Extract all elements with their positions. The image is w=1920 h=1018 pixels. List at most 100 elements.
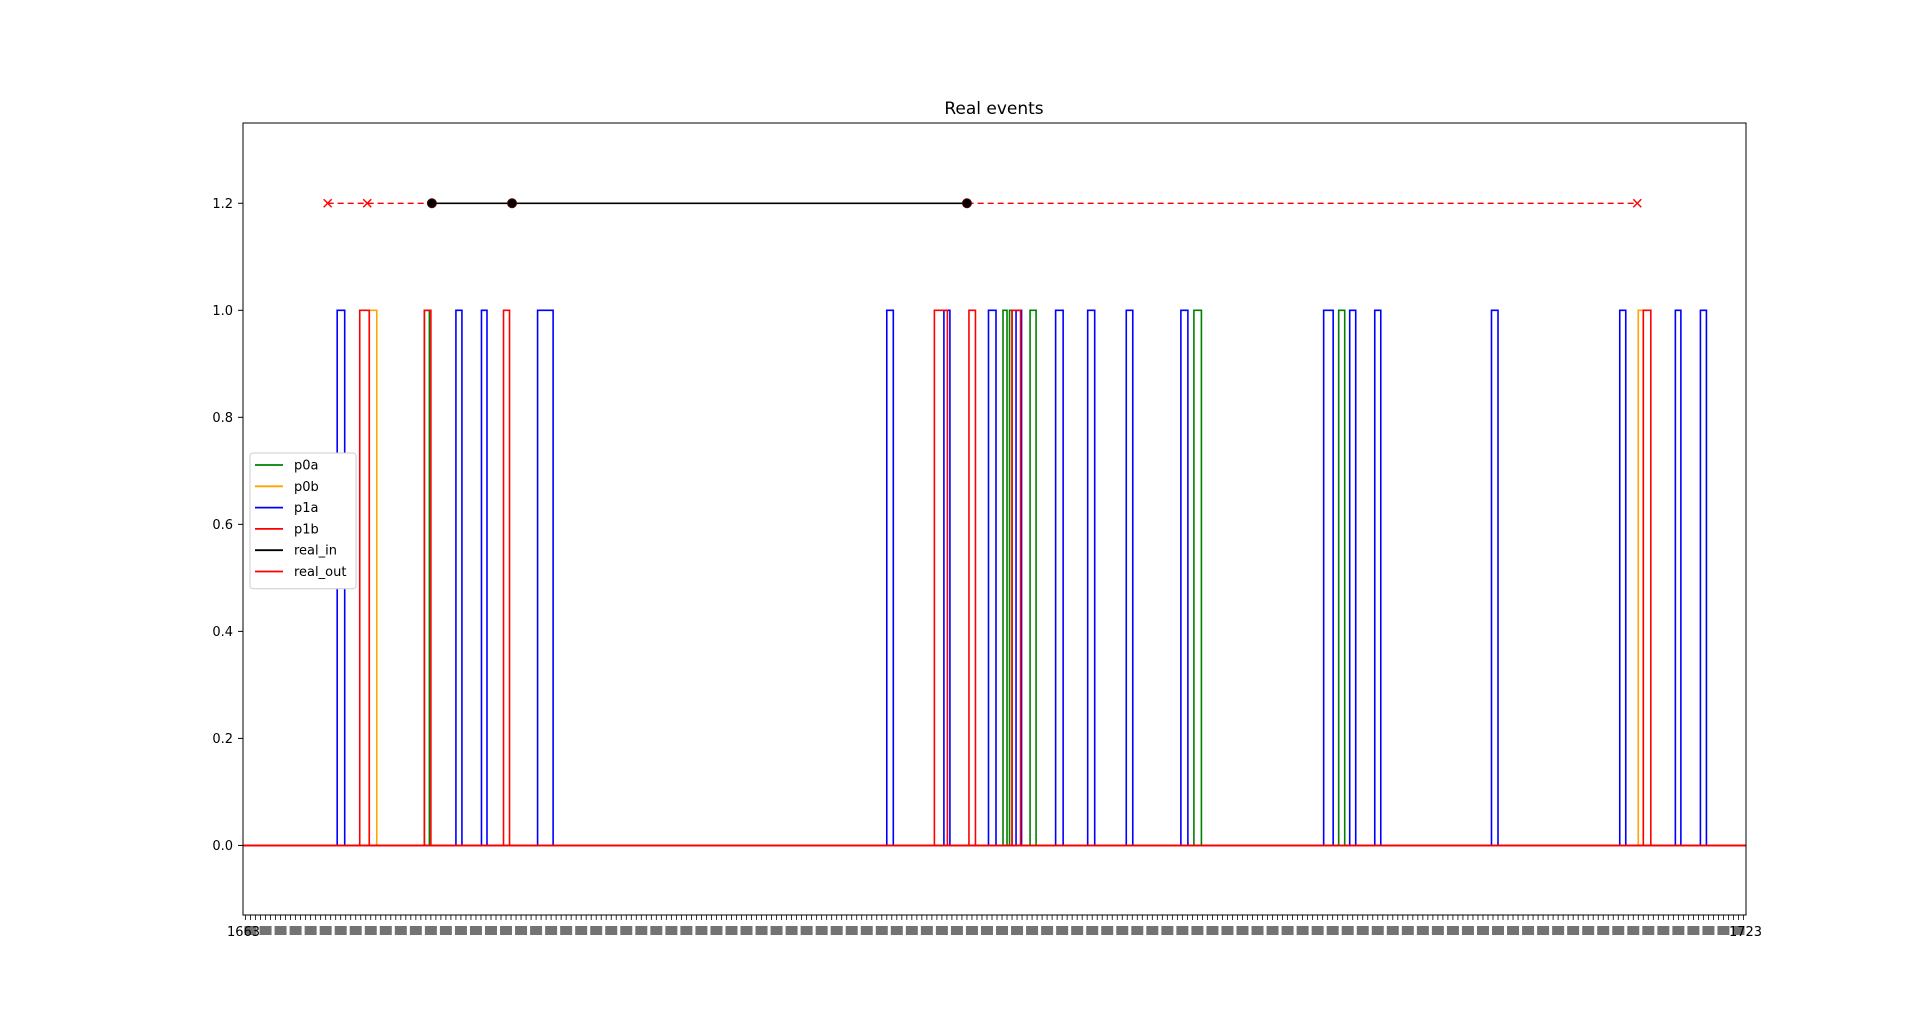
x-tick-label-mark	[845, 926, 858, 935]
x-tick-label-mark	[1642, 926, 1655, 935]
x-tick-label-mark	[1071, 926, 1084, 935]
x-tick-label-mark	[695, 926, 708, 935]
x-tick-label-mark	[394, 926, 407, 935]
x-tick-label-mark	[484, 926, 497, 935]
x-tick-label-mark	[725, 926, 738, 935]
plot-area	[243, 198, 1746, 847]
x-tick-label-mark	[1416, 926, 1429, 935]
x-tick-label-mark	[1146, 926, 1159, 935]
real-in-marker	[507, 198, 518, 209]
x-tick-label-mark	[635, 926, 648, 935]
x-tick-label-mark	[1446, 926, 1459, 935]
x-tick-label-mark	[1056, 926, 1069, 935]
real-out-marker	[1632, 198, 1642, 208]
x-tick-label-mark	[1672, 926, 1685, 935]
y-tick-label: 0.4	[212, 625, 233, 640]
x-tick-label-mark	[830, 926, 843, 935]
series-line-p1a	[243, 309, 1746, 847]
x-tick-label-mark	[409, 926, 422, 935]
x-tick-label-mark	[1702, 926, 1715, 935]
x-tick-label-mark	[1431, 926, 1444, 935]
x-tick-label-mark	[1687, 926, 1700, 935]
x-tick-label-mark	[364, 926, 377, 935]
x-tick-label-mark	[1266, 926, 1279, 935]
x-tick-label-mark	[259, 926, 272, 935]
x-tick-label-mark	[665, 926, 678, 935]
x-tick-label-mark	[1026, 926, 1039, 935]
x-tick-label-mark	[545, 926, 558, 935]
y-tick-label: 0.2	[212, 732, 233, 747]
x-tick-label-mark	[1206, 926, 1219, 935]
x-tick-label-mark	[1492, 926, 1505, 935]
x-tick-label-mark	[244, 926, 257, 935]
x-tick-label-mark	[1236, 926, 1249, 935]
x-tick-label-mark	[1101, 926, 1114, 935]
legend: p0a p0b p1a p1b real_in real_out	[249, 452, 357, 590]
x-tick-label-mark	[1341, 926, 1354, 935]
x-tick-label-mark	[1116, 926, 1129, 935]
x-tick-label-mark	[785, 926, 798, 935]
x-tick-label-mark	[1461, 926, 1474, 935]
x-tick-label-mark	[996, 926, 1009, 935]
x-tick-label-mark	[1507, 926, 1520, 935]
x-tick-label-mark	[770, 926, 783, 935]
x-tick-label-mark	[530, 926, 543, 935]
x-tick-label-mark	[605, 926, 618, 935]
x-tick-label-mark	[680, 926, 693, 935]
series-line-p1b	[243, 309, 1746, 847]
x-tick-label-mark	[1221, 926, 1234, 935]
x-tick-label-mark	[1251, 926, 1264, 935]
x-tick-label-mark	[1086, 926, 1099, 935]
x-tick-label-mark	[515, 926, 528, 935]
x-tick-label-mark	[319, 926, 332, 935]
real-out-marker	[362, 198, 372, 208]
x-tick-label-mark	[439, 926, 452, 935]
legend-label-real_in: real_in	[294, 544, 337, 559]
x-tick-label-mark	[500, 926, 513, 935]
chart-title: Real events	[944, 99, 1043, 119]
x-tick-label-mark	[1522, 926, 1535, 935]
x-tick-label-mark	[800, 926, 813, 935]
x-tick-label-mark	[575, 926, 588, 935]
x-tick-label-mark	[560, 926, 573, 935]
x-tick-label-mark	[755, 926, 768, 935]
real-out-marker	[323, 198, 333, 208]
legend-label-real_out: real_out	[294, 565, 346, 580]
x-tick-label-mark	[815, 926, 828, 935]
y-tick-label: 0.8	[212, 411, 233, 426]
x-tick-label-mark	[1717, 926, 1730, 935]
x-tick-label-mark	[920, 926, 933, 935]
x-tick-label-mark	[379, 926, 392, 935]
x-tick-label-mark	[424, 926, 437, 935]
x-tick-label-mark	[304, 926, 317, 935]
x-tick-label-mark	[740, 926, 753, 935]
plot-clip-group	[243, 198, 1746, 847]
x-tick-label-mark	[1552, 926, 1565, 935]
x-tick-label-mark	[469, 926, 482, 935]
x-tick-label-mark	[1326, 926, 1339, 935]
x-tick-label-mark	[590, 926, 603, 935]
x-tick-label-mark	[1567, 926, 1580, 935]
x-tick-label-mark	[1537, 926, 1550, 935]
x-tick-label-mark	[1296, 926, 1309, 935]
x-tick-label-mark	[980, 926, 993, 935]
y-tick-label: 0.0	[212, 839, 233, 854]
x-tick-label-mark	[905, 926, 918, 935]
y-tick-label: 1.2	[212, 197, 233, 212]
x-tick-label-mark	[1597, 926, 1610, 935]
y-tick-label: 1.0	[212, 304, 233, 319]
legend-label-p1b: p1b	[294, 522, 319, 537]
x-tick-label-mark	[1041, 926, 1054, 935]
x-tick-label-mark	[274, 926, 287, 935]
x-tick-label-mark	[1176, 926, 1189, 935]
x-tick-label-mark	[334, 926, 347, 935]
x-tick-label-mark	[620, 926, 633, 935]
real-in-marker	[961, 198, 972, 209]
legend-label-p1a: p1a	[294, 501, 319, 516]
x-tick-label-mark	[650, 926, 663, 935]
x-tick-label-mark	[1356, 926, 1369, 935]
x-tick-label-mark	[710, 926, 723, 935]
x-tick-label-mark	[289, 926, 302, 935]
